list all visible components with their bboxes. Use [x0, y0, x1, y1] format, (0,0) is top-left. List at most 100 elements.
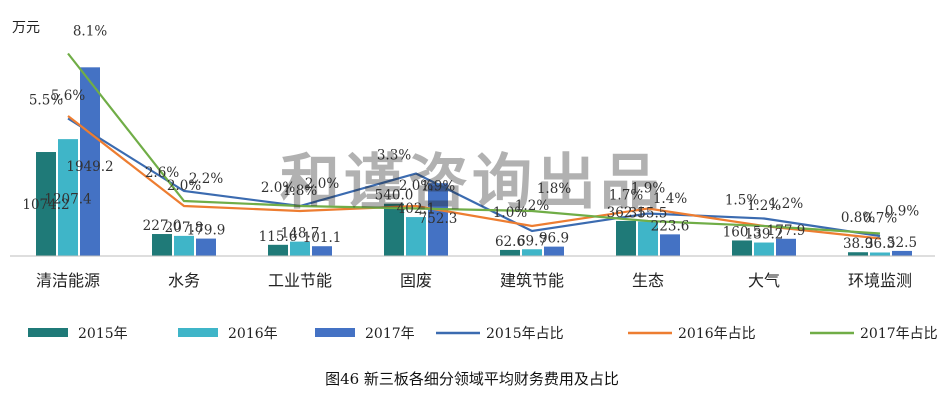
percent-label: 1.5%	[725, 193, 759, 209]
bar-2017年-生态	[660, 234, 680, 256]
legend-swatch	[178, 328, 218, 337]
legend-swatch	[28, 328, 68, 337]
bar-2017年-建筑节能	[544, 246, 564, 256]
legend-label: 2017年占比	[860, 326, 938, 342]
category-label: 工业节能	[268, 271, 332, 290]
bar-2017年-水务	[196, 238, 216, 256]
percent-label: 2.0%	[261, 180, 295, 196]
legend: 2015年 2016年 2017年 2015年占比 2016年占比 2017年占比	[28, 326, 938, 342]
line-2015年占比	[67, 117, 881, 238]
bar-2016年-清洁能源	[58, 139, 78, 256]
percent-label: 0.9%	[885, 204, 919, 220]
legend-label: 2017年	[365, 326, 415, 342]
legend-label: 2016年占比	[678, 326, 756, 342]
bar-2015年-环境监测	[848, 252, 868, 256]
bar-2016年-环境监测	[870, 252, 890, 256]
bar-value-label: 179.9	[187, 223, 226, 239]
bar-value-label: 160.5	[723, 224, 762, 240]
bar-value-label: 177.9	[767, 223, 806, 239]
bar-value-label: 362.1	[607, 205, 646, 221]
category-label: 清洁能源	[36, 271, 100, 290]
percent-label: 1.9%	[631, 181, 665, 197]
bar-value-label: 540.0	[375, 188, 414, 204]
watermark-text: 和谨咨询出品	[280, 148, 664, 218]
percent-label: 1.2%	[769, 196, 803, 212]
bar-2016年-建筑节能	[522, 249, 542, 256]
bar-value-label: 223.6	[651, 218, 690, 234]
category-label: 水务	[168, 271, 200, 290]
bar-value-label: 115.6	[259, 229, 298, 245]
percent-label: 1.8%	[283, 183, 317, 199]
bar-value-label: 52.5	[887, 235, 917, 251]
bar-value-label: 1207.4	[44, 191, 91, 207]
bar-2015年-建筑节能	[500, 249, 520, 256]
category-label: 环境监测	[848, 271, 912, 290]
bar-2017年-环境监测	[892, 250, 912, 256]
percent-label: 1.0%	[493, 205, 527, 221]
bar-value-label: 38.9	[843, 236, 873, 252]
bar-2015年-水务	[152, 234, 172, 256]
bar-2015年-大气	[732, 240, 752, 256]
percent-label: 2.0%	[399, 178, 433, 194]
bar-2017年-清洁能源	[80, 67, 100, 256]
percent-label: 0.7%	[863, 211, 897, 227]
bar-2016年-生态	[638, 221, 658, 256]
legend-label: 2015年	[78, 326, 128, 342]
category-label: 大气	[748, 271, 780, 290]
bar-value-label: 96.9	[539, 231, 569, 247]
bar-value-label: 355.5	[629, 206, 668, 222]
bar-2017年-工业节能	[312, 246, 332, 256]
bar-value-label: 148.7	[281, 226, 320, 242]
bar-2015年-生态	[616, 220, 636, 256]
bar-value-label: 207.8	[165, 220, 204, 236]
bar-value-labels: 1074.2 227.0 115.6 540.0 62.6 362.1 160.5 38.9 1…	[22, 159, 917, 252]
bars-layer	[36, 67, 912, 256]
percent-label: 1.7%	[609, 188, 643, 204]
percent-label: 2.0%	[305, 176, 339, 192]
percent-label: 5.6%	[51, 88, 85, 104]
percent-label: 5.5%	[29, 93, 63, 109]
bar-value-label: 1949.2	[66, 159, 113, 175]
bar-2015年-固废	[384, 203, 404, 256]
category-labels: 清洁能源 水务 工业节能 固废 建筑节能 生态 大气 环境监测	[36, 271, 912, 290]
bar-value-label: 402.1	[397, 201, 436, 217]
bar-2016年-工业节能	[290, 241, 310, 256]
percent-labels: 5.5%2.6%2.0%3.3%1.0%1.7% 1.5%0.8%5.6%2.0%…	[29, 24, 919, 227]
bar-2017年-大气	[776, 238, 796, 256]
percent-label: 2.6%	[145, 165, 179, 181]
bar-value-label: 139.2	[745, 227, 784, 243]
percent-label: 0.8%	[841, 210, 875, 226]
line-2016年占比	[67, 115, 881, 240]
category-label: 建筑节能	[500, 271, 564, 290]
chart-caption: 图46 新三板各细分领域平均财务费用及占比	[325, 370, 619, 388]
bar-2017年-固废	[428, 183, 448, 256]
lines-layer	[67, 52, 881, 240]
bar-value-label: 1074.2	[22, 197, 69, 213]
percent-label: 8.1%	[73, 24, 107, 40]
percent-label: 3.3%	[377, 148, 411, 164]
percent-label: 1.4%	[653, 191, 687, 207]
legend-label: 2015年占比	[486, 326, 564, 342]
bar-2016年-固废	[406, 217, 426, 256]
legend-label: 2016年	[228, 326, 278, 342]
bar-value-label: 62.6	[495, 234, 525, 250]
legend-swatch	[315, 328, 355, 337]
percent-label: 1.9%	[421, 179, 455, 195]
unit-label: 万元	[12, 20, 40, 36]
category-label: 固废	[400, 271, 432, 290]
bar-2015年-工业节能	[268, 244, 288, 256]
bar-value-label: 69.7	[517, 233, 547, 249]
percent-label: 2.0%	[167, 178, 201, 194]
bar-value-label: 36.3	[865, 236, 895, 252]
bar-2016年-大气	[754, 242, 774, 256]
category-label: 生态	[632, 271, 664, 290]
line-2017年占比	[67, 52, 881, 235]
bar-value-label: 752.3	[419, 211, 458, 227]
bar-2016年-水务	[174, 235, 194, 256]
percent-label: 1.2%	[747, 198, 781, 214]
percent-label: 2.2%	[189, 171, 223, 187]
bar-2015年-清洁能源	[36, 152, 56, 256]
bar-value-label: 227.0	[143, 218, 182, 234]
bar-value-label: 101.1	[303, 230, 342, 246]
